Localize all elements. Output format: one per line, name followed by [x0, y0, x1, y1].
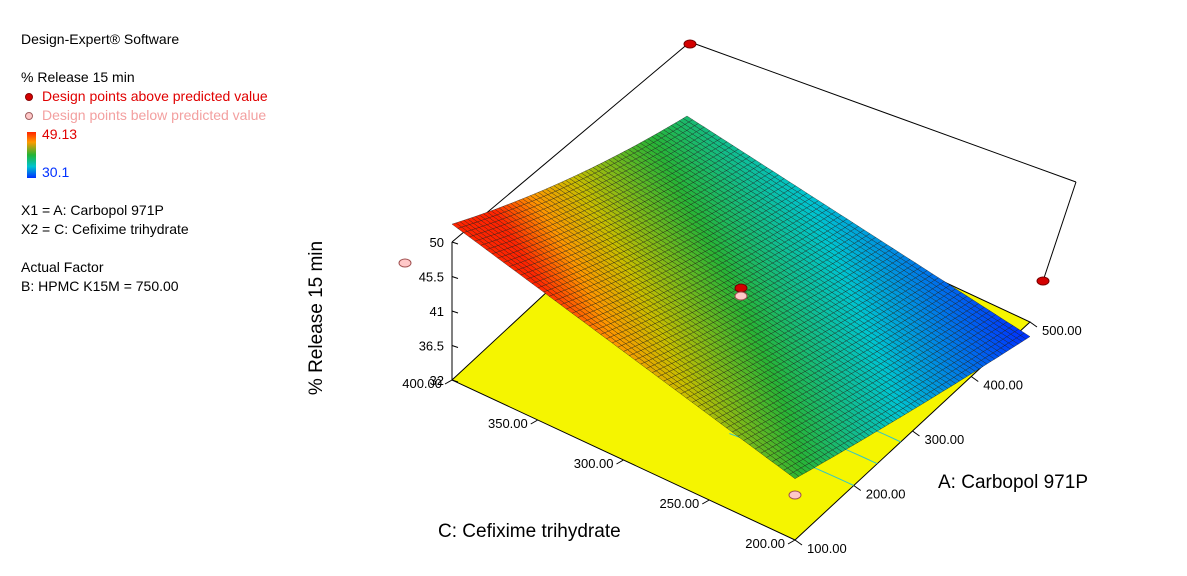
x-tick-label: 400.00 — [983, 378, 1023, 393]
x-axis-ticks: 100.00 200.00 300.00 400.00 500.00 — [794, 321, 1082, 556]
design-point-above — [734, 283, 748, 293]
box-edge-back-right — [689, 41, 1077, 183]
x-tick-mark — [912, 430, 920, 437]
z-tick-label: 50 — [430, 235, 444, 250]
y-tick-label: 400.00 — [402, 376, 442, 391]
y-tick-mark — [702, 499, 710, 505]
z-tick-label: 36.5 — [419, 339, 444, 354]
z-axis: 32 36.5 41 45.5 50 — [419, 235, 459, 388]
design-points — [398, 39, 1050, 500]
z-tick-label: 41 — [430, 304, 444, 319]
above-point-icon — [25, 93, 33, 101]
z-tick-mark — [451, 276, 459, 279]
color-scale-bar — [27, 132, 36, 178]
z-tick-label: 32 — [430, 373, 444, 388]
y-tick-mark — [444, 379, 453, 385]
response-surface — [451, 115, 1031, 479]
x-tick-mark — [970, 376, 979, 382]
z-tick-label: 45.5 — [419, 270, 444, 285]
below-points-label: Design points below predicted value — [42, 107, 267, 123]
box-edge-right-vertical — [1042, 181, 1077, 282]
y-tick-label: 350.00 — [488, 416, 528, 431]
y-tick-mark — [530, 419, 538, 425]
response-name: % Release 15 min — [21, 69, 135, 85]
z-axis-label: % Release 15 min — [306, 241, 327, 395]
z-tick-mark — [451, 379, 459, 383]
x-tick-mark — [794, 539, 803, 546]
above-points-label: Design points above predicted value — [42, 88, 268, 104]
below-point-icon — [25, 112, 33, 120]
legend-panel: Design-Expert® Software % Release 15 min… — [0, 0, 320, 300]
surface-cell — [451, 222, 462, 229]
color-scale-min: 30.1 — [42, 164, 70, 180]
design-point-above — [683, 39, 697, 49]
z-tick-mark — [451, 345, 459, 348]
y-tick-mark — [787, 539, 796, 545]
design-point-below — [398, 258, 412, 268]
x-axis-label: A: Carbopol 971P — [938, 472, 1088, 493]
x2-factor: X2 = C: Cefixime trihydrate — [21, 221, 189, 237]
y-tick-label: 200.00 — [745, 536, 785, 551]
y-tick-mark — [616, 459, 624, 465]
x-tick-label: 500.00 — [1042, 323, 1082, 338]
x-tick-label: 300.00 — [925, 432, 965, 447]
actual-factor-value: B: HPMC K15M = 750.00 — [21, 278, 179, 294]
software-title: Design-Expert® Software — [21, 31, 180, 47]
color-scale-max: 49.13 — [42, 126, 78, 142]
design-point-above — [1036, 276, 1050, 286]
box-edge-back-left — [451, 41, 691, 243]
design-point-below — [788, 490, 802, 500]
z-tick-mark — [451, 241, 459, 245]
x-tick-label: 200.00 — [866, 487, 906, 502]
actual-factor-title: Actual Factor — [21, 259, 104, 275]
x-tick-label: 100.00 — [807, 541, 847, 556]
y-tick-label: 300.00 — [574, 456, 614, 471]
y-axis-label: C: Cefixime trihydrate — [438, 521, 621, 542]
x1-factor: X1 = A: Carbopol 971P — [21, 202, 164, 218]
x-tick-mark — [1029, 321, 1038, 328]
y-tick-label: 250.00 — [659, 496, 699, 511]
z-tick-mark — [451, 310, 459, 314]
bounding-box — [451, 41, 1077, 282]
y-axis-ticks: 200.00 250.00 300.00 350.00 400.00 — [402, 376, 796, 551]
x-tick-mark — [853, 485, 862, 491]
design-point-below — [734, 291, 748, 301]
